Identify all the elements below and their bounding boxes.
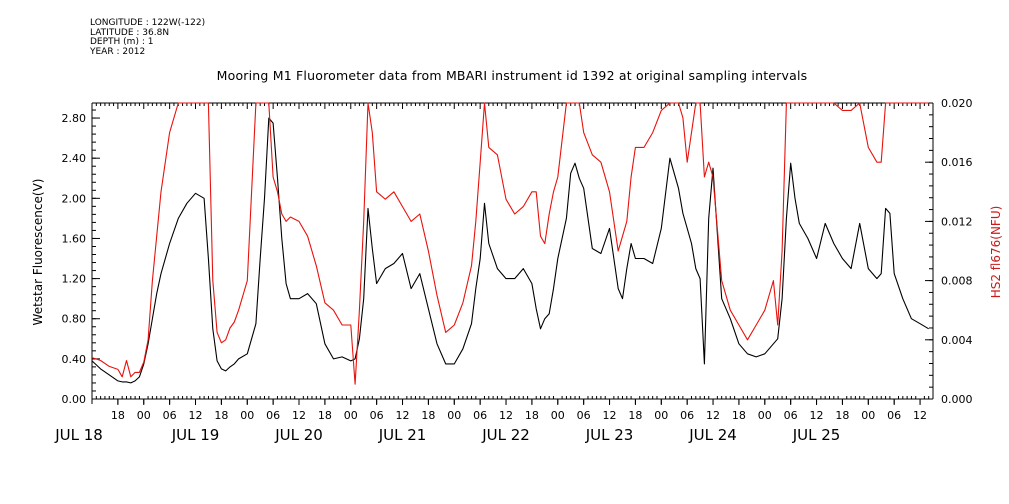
x-tick-label: 00 [654, 409, 668, 422]
series-line-hs2-fl676 [91, 102, 929, 385]
y-tick-label-left: 2.80 [62, 112, 87, 125]
x-tick-label: 06 [784, 409, 798, 422]
y-tick-label-right: 0.016 [941, 156, 973, 169]
y-tick-label-right: 0.008 [941, 275, 973, 288]
x-tick-label: 06 [370, 409, 384, 422]
x-tick-label: 12 [810, 409, 824, 422]
x-tick-label: 12 [189, 409, 203, 422]
x-tick-label: 00 [344, 409, 358, 422]
x-date-label: JUL 24 [688, 426, 737, 444]
y-tick-label-left: 2.40 [62, 152, 87, 165]
x-tick-label: 00 [447, 409, 461, 422]
x-tick-label: 00 [758, 409, 772, 422]
x-tick-label: 00 [861, 409, 875, 422]
y-tick-label-left: 0.40 [62, 353, 87, 366]
x-date-label: JUL 18 [54, 426, 103, 444]
x-tick-label: 12 [913, 409, 927, 422]
y-tick-label-left: 0.00 [62, 393, 87, 406]
x-tick-label: 12 [396, 409, 410, 422]
x-date-label: JUL 22 [481, 426, 530, 444]
x-tick-label: 06 [577, 409, 591, 422]
y-tick-label-left: 2.00 [62, 192, 87, 205]
x-tick-label: 18 [111, 409, 125, 422]
x-date-label: JUL 21 [378, 426, 427, 444]
metadata-block: LONGITUDE : 122W(-122) LATITUDE : 36.8N … [90, 18, 206, 57]
x-date-label: JUL 23 [585, 426, 634, 444]
chart-title: Mooring M1 Fluorometer data from MBARI i… [216, 68, 808, 83]
meta-longitude: LONGITUDE : 122W(-122) [90, 18, 206, 28]
x-tick-label: 18 [732, 409, 746, 422]
x-date-label: JUL 19 [171, 426, 220, 444]
x-tick-label: 00 [551, 409, 565, 422]
x-tick-label: 18 [421, 409, 435, 422]
x-tick-label: 18 [525, 409, 539, 422]
x-tick-label: 00 [137, 409, 151, 422]
series-group [91, 102, 929, 385]
x-tick-label: 06 [680, 409, 694, 422]
meta-year: YEAR : 2012 [90, 46, 146, 57]
meta-latitude: LATITUDE : 36.8N [90, 27, 170, 38]
x-tick-label: 18 [214, 409, 228, 422]
x-tick-label: 18 [318, 409, 332, 422]
y-tick-label-right: 0.020 [941, 97, 973, 110]
x-tick-label: 12 [292, 409, 306, 422]
axes [91, 102, 934, 400]
y-tick-label-left: 1.60 [62, 232, 87, 245]
x-tick-label: 18 [835, 409, 849, 422]
y-tick-label-right: 0.004 [941, 334, 973, 347]
x-tick-label: 06 [887, 409, 901, 422]
x-tick-label: 00 [240, 409, 254, 422]
x-tick-label: 06 [266, 409, 280, 422]
tick-marks [91, 102, 934, 405]
x-tick-label: 06 [163, 409, 177, 422]
tick-labels: 18 00 06 12 18 00 06 12 18 00 06 12 18 00 06 12 18 00 06 12… [54, 97, 972, 444]
x-tick-label: 18 [628, 409, 642, 422]
y-tick-label-right: 0.012 [941, 215, 973, 228]
x-date-label: JUL 20 [274, 426, 323, 444]
y-tick-label-right: 0.000 [941, 393, 973, 406]
y-axis-label-right: HS2 fl676(NFU) [989, 206, 1003, 299]
meta-depth: DEPTH (m) : 1 [90, 37, 154, 47]
y-tick-label-left: 0.80 [62, 313, 87, 326]
x-date-label: JUL 25 [792, 426, 841, 444]
series-line-wetstar [91, 117, 929, 384]
x-tick-label: 12 [706, 409, 720, 422]
y-tick-label-left: 1.20 [62, 273, 87, 286]
x-tick-label: 12 [499, 409, 513, 422]
y-axis-label-left: Wetstar Fluorescence(V) [31, 179, 45, 326]
x-tick-label: 06 [473, 409, 487, 422]
x-tick-label: 12 [603, 409, 617, 422]
